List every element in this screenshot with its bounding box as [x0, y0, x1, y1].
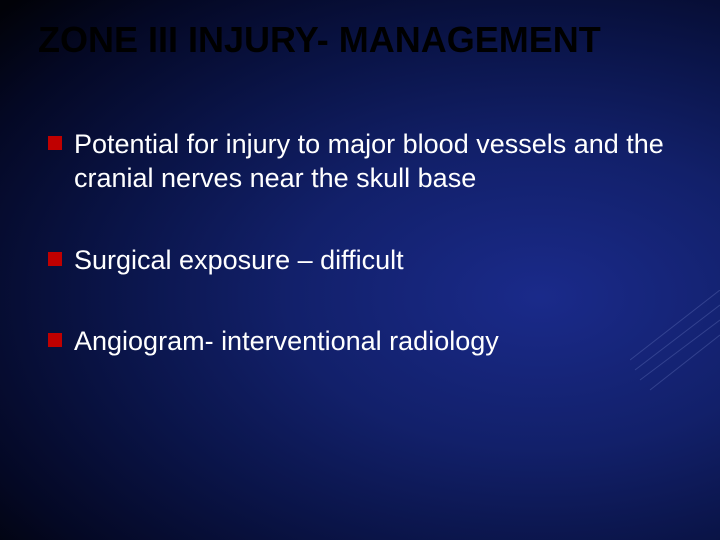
list-item: Surgical exposure – difficult: [48, 244, 680, 278]
list-item-text: Surgical exposure – difficult: [74, 244, 404, 278]
list-item: Angiogram- interventional radiology: [48, 325, 680, 359]
bullet-icon: [48, 252, 62, 266]
bullet-icon: [48, 333, 62, 347]
slide: ZONE III INJURY- MANAGEMENT Potential fo…: [0, 0, 720, 540]
bullet-icon: [48, 136, 62, 150]
list-item-text: Angiogram- interventional radiology: [74, 325, 499, 359]
list-item-text: Potential for injury to major blood vess…: [74, 128, 680, 196]
slide-title: ZONE III INJURY- MANAGEMENT: [38, 20, 690, 60]
list-item: Potential for injury to major blood vess…: [48, 128, 680, 196]
slide-body: Potential for injury to major blood vess…: [48, 128, 680, 407]
